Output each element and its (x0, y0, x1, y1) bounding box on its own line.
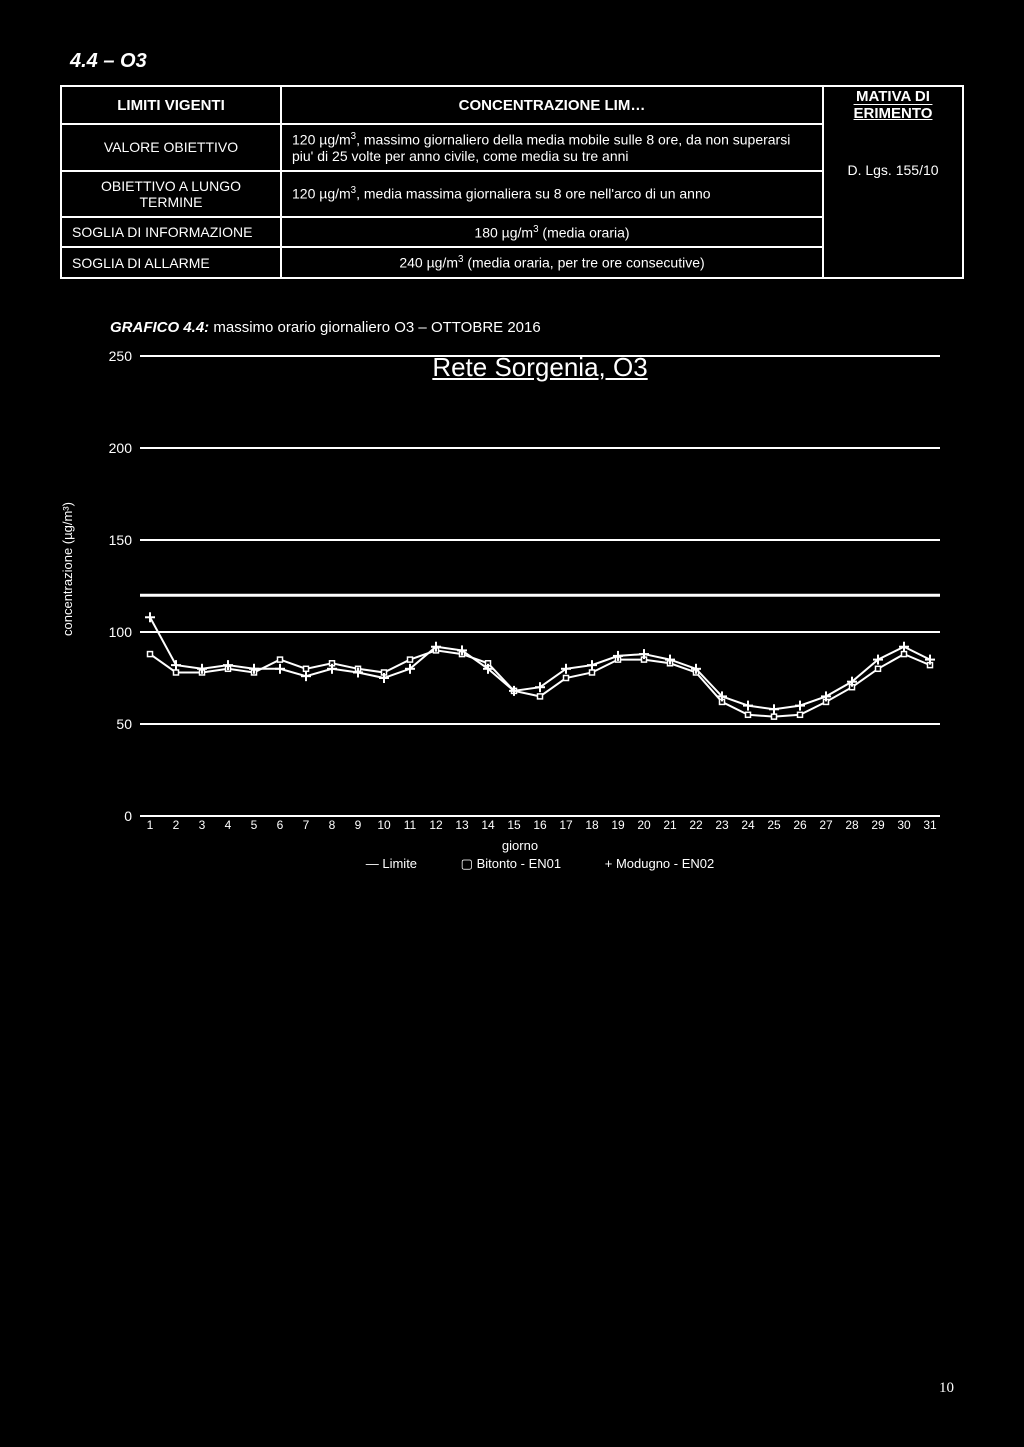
x-tick: 6 (277, 818, 284, 832)
y-tick: 250 (109, 348, 140, 364)
y-tick: 150 (109, 532, 140, 548)
x-tick: 12 (429, 818, 442, 832)
row-value-0: 120 µg/m3, massimo giornaliero della med… (281, 124, 823, 171)
y-tick: 100 (109, 624, 140, 640)
x-tick: 1 (147, 818, 154, 832)
x-tick: 18 (585, 818, 598, 832)
x-tick: 4 (225, 818, 232, 832)
norm-line1: MATIVA DI (856, 88, 930, 105)
legend-limite: — Limite (366, 856, 417, 871)
x-tick: 27 (819, 818, 832, 832)
legend: — Limite ▢ Bitonto - EN01 + Modugno - EN… (140, 856, 940, 872)
row-label-2: SOGLIA DI INFORMAZIONE (61, 217, 281, 248)
x-tick: 10 (377, 818, 390, 832)
x-tick: 11 (404, 818, 416, 832)
y-tick: 200 (109, 440, 140, 456)
y-tick: 0 (124, 808, 140, 824)
y-tick: 50 (116, 716, 140, 732)
limits-table: LIMITI VIGENTI CONCENTRAZIONE LIM… MATIV… (60, 85, 964, 279)
x-axis-label: giorno (502, 838, 538, 853)
chart-heading: GRAFICO 4.4: massimo orario giornaliero … (110, 319, 964, 336)
x-tick: 17 (559, 818, 572, 832)
th-limiti: LIMITI VIGENTI (61, 86, 281, 124)
x-tick: 19 (611, 818, 624, 832)
x-tick: 3 (199, 818, 206, 832)
legend-bitonto: ▢ Bitonto - EN01 (461, 856, 561, 871)
plot-area: Rete Sorgenia, O3 050100150200250 (140, 356, 940, 816)
norm-cell: D. Lgs. 155/10 (823, 124, 963, 217)
x-tick: 21 (663, 818, 676, 832)
chart: concentrazione (µg/m³) Rete Sorgenia, O3… (80, 356, 960, 876)
x-tick: 22 (689, 818, 702, 832)
x-tick: 13 (455, 818, 468, 832)
page-number: 10 (939, 1380, 954, 1397)
x-tick: 24 (741, 818, 754, 832)
x-tick: 16 (533, 818, 546, 832)
x-tick: 29 (871, 818, 884, 832)
th-conc: CONCENTRAZIONE LIM… (281, 86, 823, 124)
row-value-1: 120 µg/m3, media massima giornaliera su … (281, 171, 823, 217)
row-label-1: OBIETTIVO A LUNGO TERMINE (61, 171, 281, 217)
x-tick: 8 (329, 818, 336, 832)
norm-line2: ERIMENTO (854, 105, 933, 122)
x-tick: 14 (481, 818, 494, 832)
norm-cell-empty (823, 217, 963, 278)
x-tick: 7 (303, 818, 310, 832)
table-row: SOGLIA DI INFORMAZIONE 180 µg/m3 (media … (61, 217, 963, 248)
x-tick: 5 (251, 818, 258, 832)
x-tick: 9 (355, 818, 362, 832)
th-norm: MATIVA DI ERIMENTO (823, 86, 963, 124)
x-tick: 23 (715, 818, 728, 832)
legend-modugno: + Modugno - EN02 (605, 856, 714, 871)
chart-heading-rest: massimo orario giornaliero O3 – OTTOBRE … (209, 319, 541, 336)
x-tick: 20 (637, 818, 650, 832)
x-tick: 31 (923, 818, 936, 832)
chart-svg (140, 356, 940, 816)
row-value-3: 240 µg/m3 (media oraria, per tre ore con… (281, 247, 823, 278)
row-label-3: SOGLIA DI ALLARME (61, 247, 281, 278)
section-heading: 4.4 – O3 (70, 50, 964, 73)
table-header-row: LIMITI VIGENTI CONCENTRAZIONE LIM… MATIV… (61, 86, 963, 124)
x-tick: 15 (507, 818, 520, 832)
row-label-0: VALORE OBIETTIVO (61, 124, 281, 171)
x-tick: 30 (897, 818, 910, 832)
x-tick: 25 (767, 818, 780, 832)
row-value-2: 180 µg/m3 (media oraria) (281, 217, 823, 248)
x-tick: 28 (845, 818, 858, 832)
x-tick: 26 (793, 818, 806, 832)
y-axis-label: concentrazione (µg/m³) (60, 502, 75, 636)
table-row: VALORE OBIETTIVO 120 µg/m3, massimo gior… (61, 124, 963, 171)
chart-heading-bold: GRAFICO 4.4: (110, 319, 209, 336)
x-tick: 2 (173, 818, 180, 832)
